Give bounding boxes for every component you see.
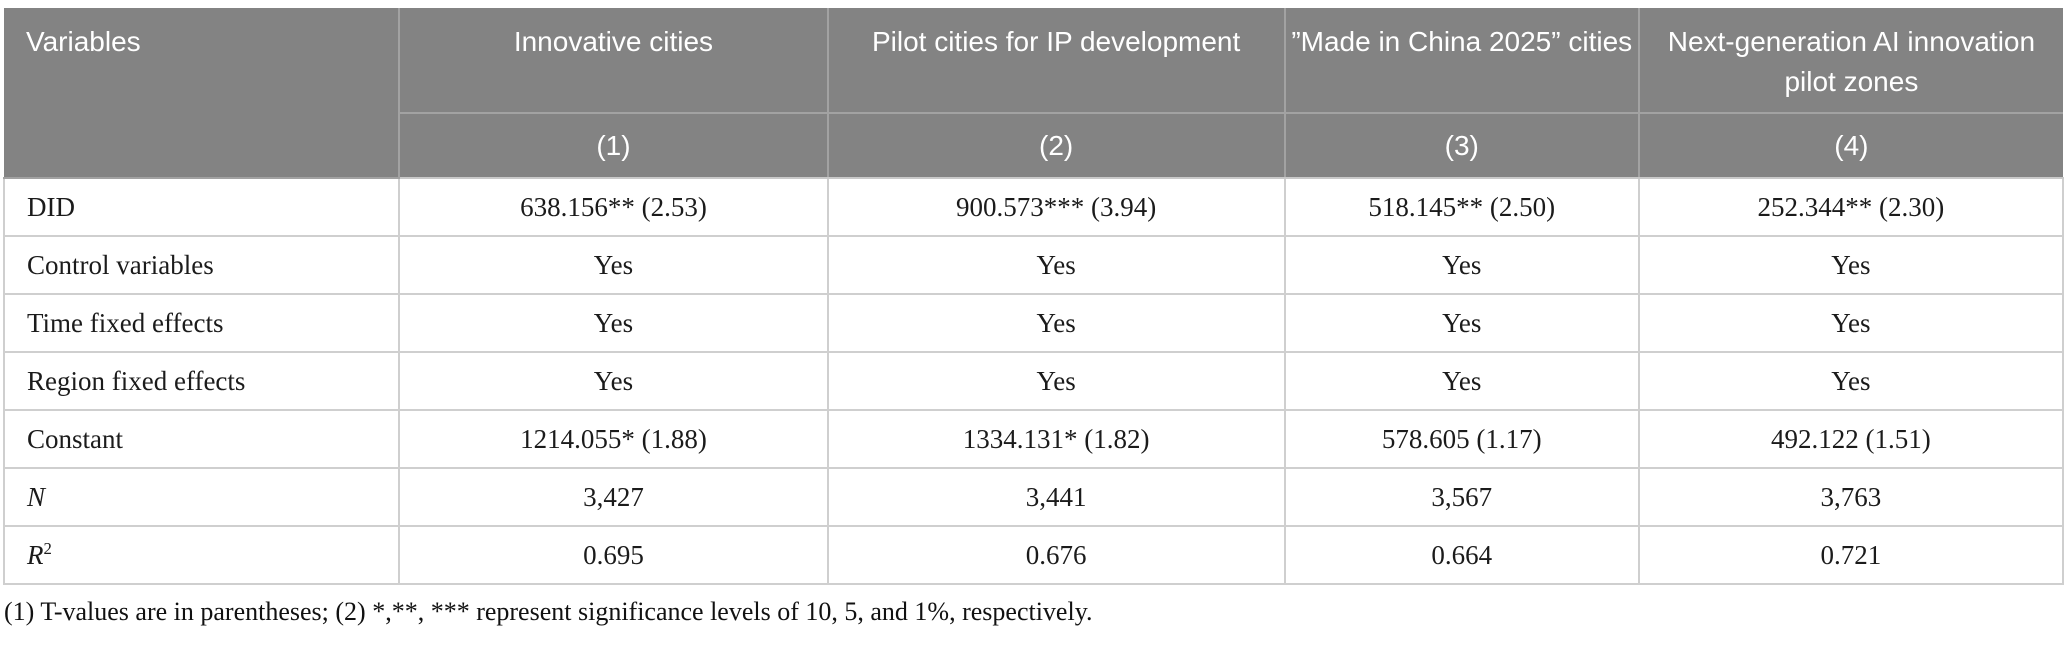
cell-r2-model-3: 0.664 <box>1283 525 1640 585</box>
r-squared-base: R <box>27 539 44 570</box>
row-label-did: DID <box>2 177 401 237</box>
row-label-n: N <box>2 467 401 527</box>
cell-n-model-2: 3,441 <box>826 467 1286 527</box>
header-row-model-numbers: (1) (2) (3) (4) <box>4 112 2063 179</box>
table-row-did: DID 638.156** (2.53) 900.573*** (3.94) 5… <box>2 177 2065 237</box>
model-number-3: (3) <box>1283 112 1640 179</box>
cell-n-model-3: 3,567 <box>1283 467 1640 527</box>
cell-n-model-4: 3,763 <box>1637 467 2065 527</box>
table-row-time-fixed-effects: Time fixed effects Yes Yes Yes Yes <box>2 293 2065 353</box>
column-header-innovative-cities: Innovative cities <box>398 8 829 114</box>
column-header-pilot-cities-ip: Pilot cities for IP development <box>826 8 1286 114</box>
cell-did-model-4: 252.344** (2.30) <box>1637 177 2065 237</box>
cell-timefe-model-4: Yes <box>1637 293 2065 353</box>
cell-n-model-1: 3,427 <box>398 467 829 527</box>
row-label-control-variables: Control variables <box>2 235 401 295</box>
cell-constant-model-4: 492.122 (1.51) <box>1637 409 2065 469</box>
cell-did-model-1: 638.156** (2.53) <box>398 177 829 237</box>
table-row-region-fixed-effects: Region fixed effects Yes Yes Yes Yes <box>2 351 2065 411</box>
cell-timefe-model-3: Yes <box>1283 293 1640 353</box>
r-squared-exponent: 2 <box>43 538 52 558</box>
table-footnote: (1) T-values are in parentheses; (2) *,*… <box>4 597 1093 626</box>
cell-timefe-model-1: Yes <box>398 293 829 353</box>
table-row-control-variables: Control variables Yes Yes Yes Yes <box>2 235 2065 295</box>
cell-did-model-2: 900.573*** (3.94) <box>826 177 1286 237</box>
table-row-n: N 3,427 3,441 3,567 3,763 <box>2 467 2065 527</box>
regression-results-table: Variables Innovative cities Pilot cities… <box>2 8 2065 585</box>
header-row-titles: Variables Innovative cities Pilot cities… <box>4 8 2063 179</box>
row-label-time-fixed-effects: Time fixed effects <box>2 293 401 353</box>
column-header-made-in-china-2025: ”Made in China 2025” cities <box>1283 8 1640 114</box>
table-body: DID 638.156** (2.53) 900.573*** (3.94) 5… <box>2 177 2065 585</box>
model-number-1: (1) <box>398 112 829 179</box>
row-label-constant: Constant <box>2 409 401 469</box>
model-number-2: (2) <box>826 112 1286 179</box>
row-label-region-fixed-effects: Region fixed effects <box>2 351 401 411</box>
cell-did-model-3: 518.145** (2.50) <box>1283 177 1640 237</box>
cell-regionfe-model-2: Yes <box>826 351 1286 411</box>
row-label-r-squared: R2 <box>2 525 401 585</box>
cell-control-model-1: Yes <box>398 235 829 295</box>
cell-control-model-3: Yes <box>1283 235 1640 295</box>
cell-constant-model-2: 1334.131* (1.82) <box>826 409 1286 469</box>
cell-regionfe-model-3: Yes <box>1283 351 1640 411</box>
cell-constant-model-1: 1214.055* (1.88) <box>398 409 829 469</box>
cell-timefe-model-2: Yes <box>826 293 1286 353</box>
cell-r2-model-4: 0.721 <box>1637 525 2065 585</box>
cell-control-model-4: Yes <box>1637 235 2065 295</box>
cell-r2-model-2: 0.676 <box>826 525 1286 585</box>
table-row-constant: Constant 1214.055* (1.88) 1334.131* (1.8… <box>2 409 2065 469</box>
column-header-variables: Variables <box>4 8 401 179</box>
column-header-ai-pilot-zones: Next-generation AI innovation pilot zone… <box>1637 8 2063 114</box>
cell-control-model-2: Yes <box>826 235 1286 295</box>
model-number-4: (4) <box>1637 112 2063 179</box>
cell-regionfe-model-1: Yes <box>398 351 829 411</box>
cell-r2-model-1: 0.695 <box>398 525 829 585</box>
cell-regionfe-model-4: Yes <box>1637 351 2065 411</box>
cell-constant-model-3: 578.605 (1.17) <box>1283 409 1640 469</box>
table-row-r-squared: R2 0.695 0.676 0.664 0.721 <box>2 525 2065 585</box>
table-header: Variables Innovative cities Pilot cities… <box>4 8 2063 179</box>
